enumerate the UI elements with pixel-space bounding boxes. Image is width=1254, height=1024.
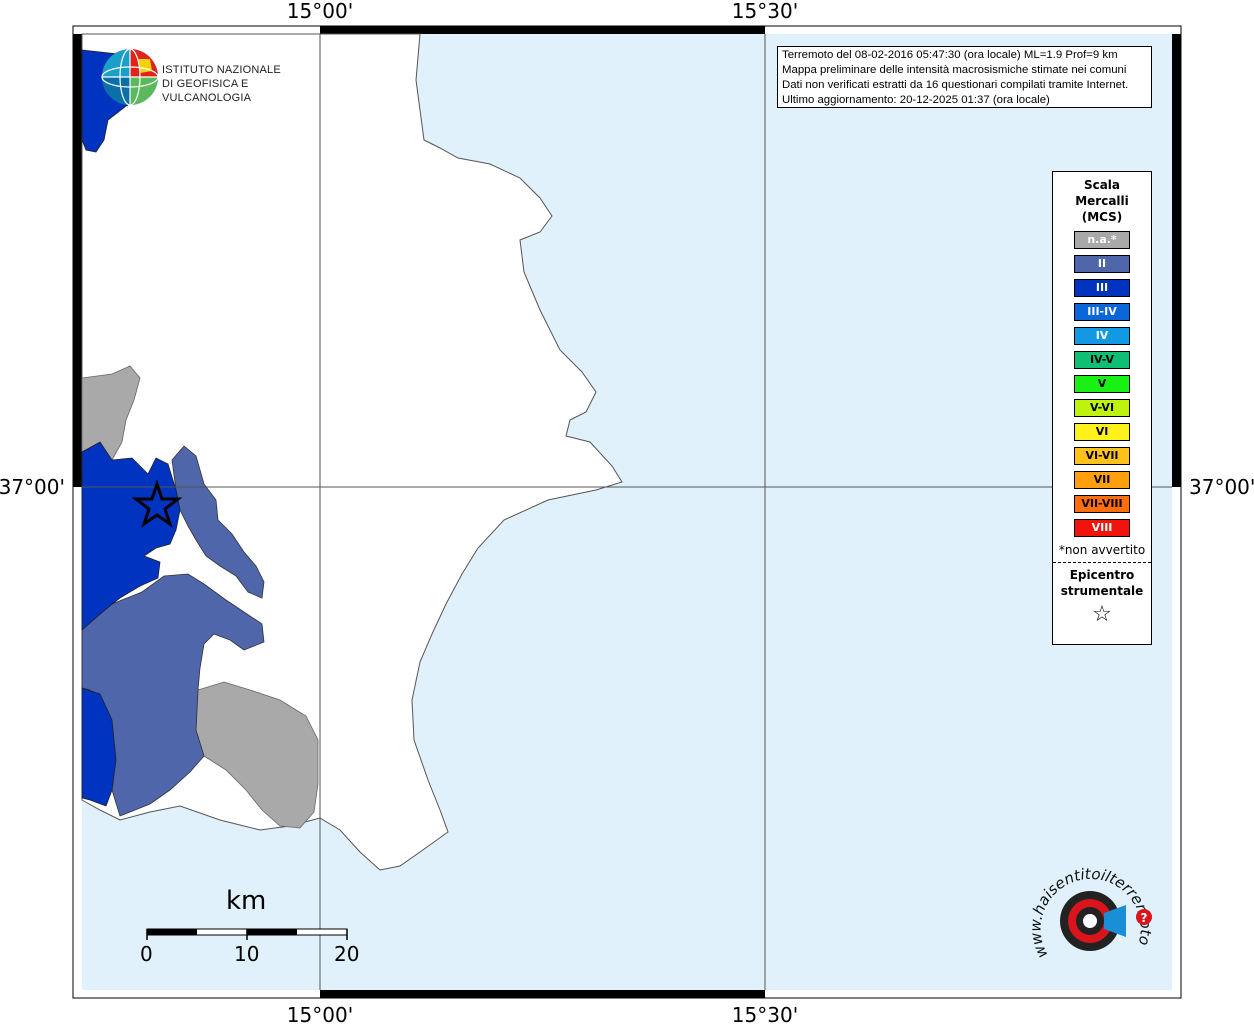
legend-items: n.a.* II III III-IV IV IV-V V V-VI VI VI-VII VII VI… <box>1053 231 1151 537</box>
info-line-data: Dati non verificati estratti da 16 quest… <box>782 79 1129 91</box>
legend-item-viii: VIII <box>1074 519 1130 537</box>
ingv-name-line2: DI GEOFISICA E VULCANOLOGIA <box>162 78 252 104</box>
legend-item-vi-vii: VI-VII <box>1074 447 1130 465</box>
lon-label-bottom-15-00: 15°00' <box>287 1003 353 1024</box>
globe-icon <box>101 48 159 106</box>
lat-label-left-37-00: 37°00' <box>0 475 65 499</box>
legend-item-vi: VI <box>1074 423 1130 441</box>
scale-unit-label: km <box>226 886 267 916</box>
ingv-logo: ISTITUTO NAZIONALE DI GEOFISICA E VULCAN… <box>100 47 320 109</box>
lon-label-bottom-15-30: 15°30' <box>732 1003 798 1024</box>
legend-item-iii: III <box>1074 279 1130 297</box>
legend-item-vii-viii: VII-VIII <box>1074 495 1130 513</box>
legend-item-vii: VII <box>1074 471 1130 489</box>
region-mcs-iii-sw <box>81 687 117 807</box>
scale-bar <box>146 928 348 940</box>
haisentito-logo: www.haisentitoilterremoto.it ? <box>1026 841 1155 980</box>
legend-epicenter-1: Epicentro <box>1069 568 1135 582</box>
legend-item-iii-iv: III-IV <box>1074 303 1130 321</box>
frame-bar-bottom <box>320 990 765 998</box>
scale-tick-20: 20 <box>334 942 360 966</box>
legend-title-2: Mercalli <box>1075 194 1129 208</box>
legend-title-1: Scala <box>1083 178 1121 192</box>
info-line-updated: Ultimo aggiornamento: 20-12-2025 01:37 (… <box>782 94 1050 106</box>
legend-item-iv: IV <box>1074 327 1130 345</box>
star-icon: ☆ <box>1092 602 1112 627</box>
legend-separator <box>1053 562 1151 563</box>
legend-item-n-a: n.a.* <box>1074 231 1130 249</box>
legend-item-iv-v: IV-V <box>1074 351 1130 369</box>
svg-text:?: ? <box>1141 911 1148 925</box>
frame-bar-top <box>320 26 765 34</box>
seismograph-logo-icon: www.haisentitoilterremoto.it ? <box>1026 841 1154 961</box>
frame-bar-right <box>1172 34 1181 487</box>
legend-item-v-vi: V-VI <box>1074 399 1130 417</box>
epicenter-star <box>131 479 183 528</box>
scale-tick-10: 10 <box>234 942 260 966</box>
ingv-name-line1: ISTITUTO NAZIONALE <box>162 64 281 76</box>
info-line-event: Terremoto del 08-02-2016 05:47:30 (ora l… <box>782 49 1118 61</box>
region-na-south <box>195 681 319 829</box>
legend-item-ii: II <box>1074 255 1130 273</box>
legend-title-3: (MCS) <box>1081 210 1123 224</box>
mcs-legend: Scala Mercalli (MCS) n.a.* II III III-IV IV I… <box>1052 171 1152 645</box>
lon-label-top-15-00: 15°00' <box>287 0 353 23</box>
earthquake-info-box: Terremoto del 08-02-2016 05:47:30 (ora l… <box>777 46 1152 108</box>
legend-note: *non avvertito <box>1058 543 1146 557</box>
frame-bar-left <box>73 34 82 487</box>
lon-label-top-15-30: 15°30' <box>732 0 798 23</box>
scale-tick-0: 0 <box>140 942 153 966</box>
legend-item-v: V <box>1074 375 1130 393</box>
lat-label-right-37-00: 37°00' <box>1189 475 1254 499</box>
legend-epicenter-2: strumentale <box>1060 584 1144 598</box>
info-line-map: Mappa preliminare delle intensità macros… <box>782 64 1127 76</box>
